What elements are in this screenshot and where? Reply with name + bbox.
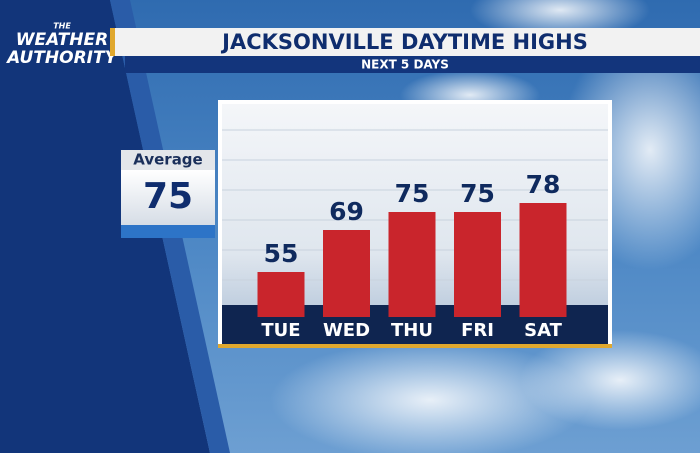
gold-line xyxy=(218,344,612,348)
logo-text: WEATHER xyxy=(16,30,108,50)
bar xyxy=(519,203,567,317)
bars: 55 TUE 69 WED 75 THU 75 FRI 78 SAT xyxy=(257,170,567,341)
value-label: 55 xyxy=(264,239,299,268)
x-tick-label: SAT xyxy=(524,320,562,341)
average-label-bg xyxy=(121,150,215,170)
value-label: 69 xyxy=(329,197,364,226)
average-box: Average 75 xyxy=(121,150,215,238)
bar xyxy=(323,230,370,317)
average-label: Average xyxy=(133,151,202,169)
chart-subtitle: NEXT 5 DAYS xyxy=(361,58,449,72)
logo: THE WEATHER AUTHORITY xyxy=(5,22,118,69)
left-stripe xyxy=(0,0,210,453)
bar xyxy=(388,212,436,317)
subtitle-bar xyxy=(125,56,700,73)
title-accent xyxy=(110,28,115,56)
chart-title: JACKSONVILLE DAYTIME HIGHS xyxy=(220,30,588,54)
x-tick-label: THU xyxy=(391,320,433,341)
value-label: 75 xyxy=(395,179,430,208)
average-footer xyxy=(121,225,215,238)
logo-text: AUTHORITY xyxy=(5,48,118,68)
x-tick-label: FRI xyxy=(461,320,494,341)
bar xyxy=(257,272,305,317)
logo-text: THE xyxy=(53,22,71,31)
value-label: 75 xyxy=(460,179,495,208)
bar xyxy=(454,212,501,317)
x-tick-label: TUE xyxy=(261,320,300,341)
title-bar xyxy=(110,28,700,56)
average-value-bg xyxy=(121,170,215,225)
average-value: 75 xyxy=(143,176,193,217)
value-label: 78 xyxy=(526,170,561,199)
x-tick-label: WED xyxy=(323,320,370,341)
